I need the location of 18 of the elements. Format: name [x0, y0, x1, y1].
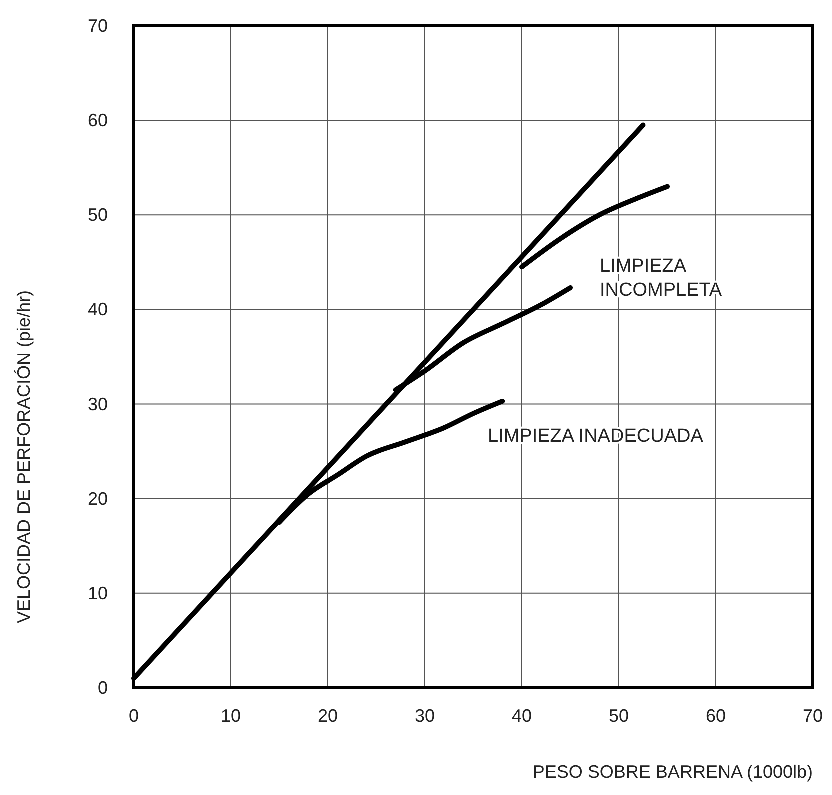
y-tick-label: 40 [88, 300, 108, 320]
x-tick-label: 40 [512, 706, 532, 726]
x-tick-label: 0 [128, 706, 140, 726]
y-tick-label: 60 [88, 110, 108, 131]
x-tick-label: 50 [608, 706, 630, 726]
x-axis-title: PESO SOBRE BARRENA (1000lb) [532, 762, 813, 782]
y-tick-label: 0 [98, 678, 108, 698]
y-tick-label: 50 [88, 205, 108, 226]
y-tick-label: 30 [88, 394, 108, 414]
x-tick-label: 30 [414, 706, 436, 726]
y-axis-title: VELOCIDAD DE PERFORACIÓN (pie/hr) [14, 290, 34, 624]
x-tick-label: 70 [802, 706, 824, 726]
x-tick-label: 10 [220, 706, 242, 726]
y-tick-label: 20 [88, 488, 108, 509]
x-tick-label: 60 [706, 706, 726, 726]
x-tick-label: 20 [318, 706, 338, 726]
y-tick-label: 10 [88, 583, 108, 604]
y-tick-label: 70 [88, 16, 108, 36]
